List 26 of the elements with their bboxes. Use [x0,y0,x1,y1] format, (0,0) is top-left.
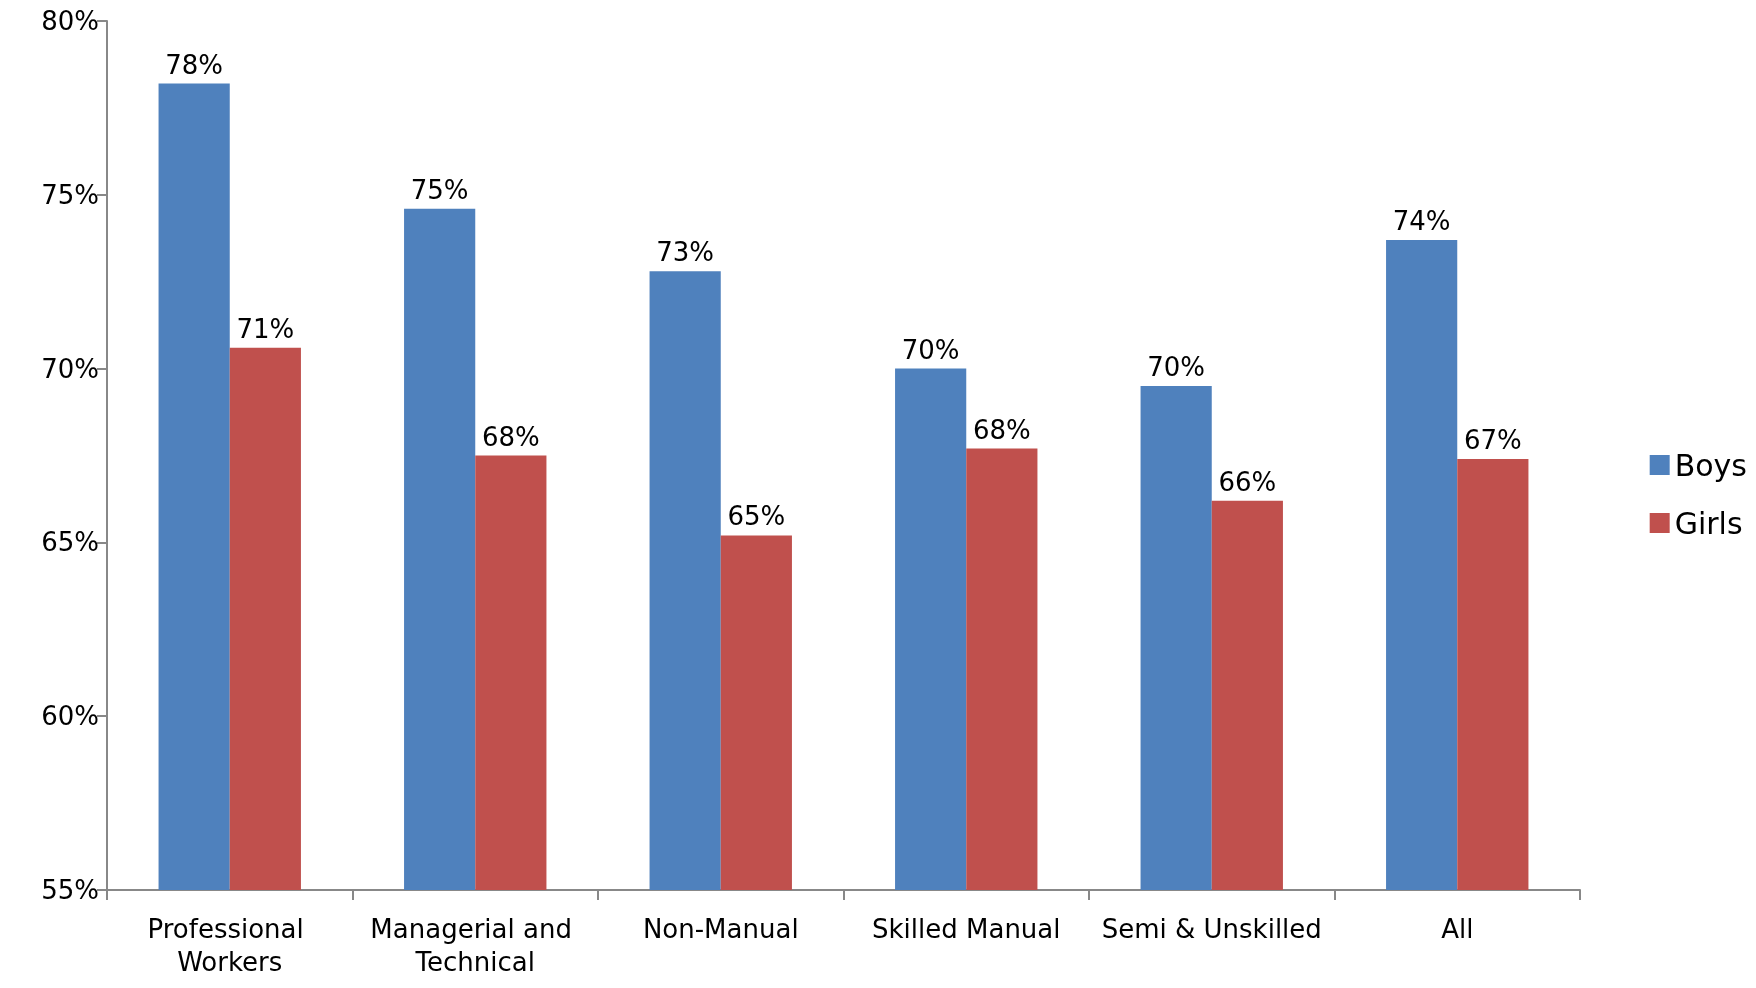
y-tick-label: 60% [41,701,99,732]
x-tick-label: Skilled Manual [872,913,1061,944]
legend-label: Boys [1674,447,1748,483]
x-tick-label: Non-Manual [642,913,799,944]
data-label: 68% [972,414,1031,445]
data-label: 78% [165,49,224,80]
y-tick-label: 70% [41,353,99,384]
data-label: 66% [1218,466,1277,497]
data-label: 65% [727,501,786,532]
data-label: 73% [656,237,715,268]
data-label: 67% [1463,424,1522,455]
y-tick-label: 75% [41,179,99,210]
data-label: 68% [481,421,540,452]
x-tick-label: Professional Workers [147,913,313,977]
y-tick-label: 65% [41,527,99,558]
data-label: 70% [1147,351,1206,382]
x-tick-label: Managerial and Technical [370,913,581,977]
x-tick-label: All [1441,913,1474,944]
data-label: 74% [1392,205,1451,236]
data-label: 71% [236,313,295,344]
data-label: 75% [410,174,469,205]
y-tick-label: 55% [41,875,99,905]
x-tick-label: Semi & Unskilled [1101,913,1322,944]
data-label: 70% [901,334,960,365]
legend-label: Girls [1674,505,1743,541]
y-tick-label: 80% [41,6,99,36]
